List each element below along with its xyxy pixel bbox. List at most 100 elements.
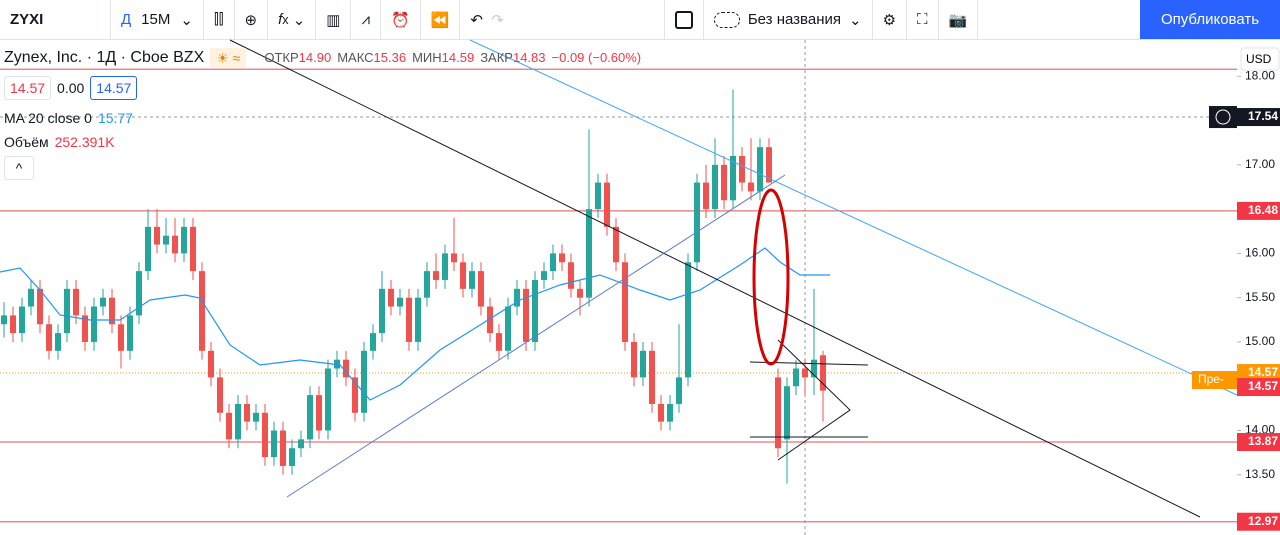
candle-body [523,288,529,342]
candle-body [37,288,43,325]
chart-name[interactable]: Без названия ⌄ [704,0,873,39]
candle-body [766,147,772,183]
candle-body [802,368,808,378]
drawing-triangle[interactable] [777,339,851,461]
price-badge [1237,512,1280,531]
highlight-ellipse[interactable] [752,188,790,366]
currency[interactable]: USD [1246,52,1272,66]
candle-body [91,306,97,342]
candle-body [163,235,169,245]
candle-body [109,297,115,325]
candle-body [55,333,61,351]
candle-body [271,430,277,458]
candle-body [712,164,718,210]
undo[interactable]: ↶ ↷ [470,11,504,29]
candle-body [298,439,304,449]
ma-line [0,247,830,401]
candle-body [379,288,385,334]
alert[interactable]: ⏰ [381,0,421,39]
candle-body [1,315,7,325]
ohlc-high: 15.36 [373,50,407,65]
price-badge-label: 14.57 [1248,379,1278,393]
candle-body [469,271,475,289]
candle-body [424,271,430,298]
replay[interactable]: ⏪ [421,0,461,39]
candle-body [820,355,826,391]
candle-body [658,403,664,422]
candle-body [685,262,691,378]
ma-row: MA 20 close 0 15.77 [4,108,641,128]
candle-body [577,288,583,298]
candle-body [667,403,673,422]
volume-label: Объём [4,134,49,150]
d-button[interactable]: Д [121,11,132,28]
candle-body [28,288,34,307]
trend-line[interactable] [286,174,786,498]
candle-body [289,448,295,466]
collapse-button[interactable]: ^ [4,156,34,180]
add-icon [1215,109,1231,125]
candle-body [127,315,133,351]
candle-body [46,324,52,351]
interval-value[interactable]: 15M [141,11,171,28]
spread: 0.00 [57,80,85,96]
candle-body [451,253,457,263]
candle-body [73,288,79,316]
candle-body [487,306,493,334]
currency-box[interactable] [1240,47,1280,71]
candle-body [433,271,439,280]
ohlc-open-label: ОТКР [264,50,299,65]
price-badge-label: 14.57 [1248,365,1278,379]
symbol[interactable]: ZYXI [0,0,111,39]
bid-box[interactable]: 14.57 [4,76,52,100]
candle-body [721,164,727,201]
templates[interactable]: ⩘ [351,0,381,39]
fullscreen[interactable]: ⛶ [907,0,939,39]
volume-row: Объём 252.391K [4,132,641,152]
ohlc-low: 14.59 [441,50,475,65]
candle-body [343,359,349,378]
candle-body [190,226,196,272]
candle-body [280,430,286,466]
indicator-add[interactable]: ⊕ [235,0,269,39]
ohlc-high-label: МАКС [337,50,374,65]
price-badge [1237,378,1280,397]
candle-body [361,350,367,413]
trend-line[interactable] [469,39,1238,396]
chart-type[interactable]: ⫿⫿ [204,0,235,39]
candle-body [496,333,502,351]
ohlc-open: 14.90 [298,50,332,65]
ma-label: MA 20 close 0 [4,110,92,126]
layout[interactable] [663,0,704,39]
price-boxes: 14.57 0.00 14.57 [4,76,641,100]
publish-button[interactable]: Опубликовать [1140,0,1280,39]
candle-body [64,288,70,334]
settings[interactable]: ⚙ [873,0,908,39]
price-badge [1237,201,1280,220]
ask-box[interactable]: 14.57 [90,76,138,100]
candle-body [217,377,223,413]
snapshot[interactable]: 📷 [939,0,979,39]
price-badge [1237,364,1280,383]
candle-body [505,306,511,351]
candle-body [757,147,763,192]
candle-body [19,306,25,334]
candle-body [532,279,538,342]
candle-body [370,333,376,351]
chart-name-text[interactable]: Без названия [747,11,841,28]
candle-body [208,350,214,378]
candle-body [307,395,313,440]
trend-line[interactable] [229,39,1201,518]
crosshair-badge [1209,106,1237,129]
price-badge-label: 12.97 [1248,514,1278,528]
interval[interactable]: Д 15M ⌄ [111,0,204,39]
candle-body [478,271,484,307]
compare[interactable]: ▥ [316,0,352,39]
ohlc-close-label: ЗАКР [480,50,513,65]
candle-body [82,315,88,342]
candle-body [397,297,403,307]
candle-body [199,271,205,351]
candle-body [172,235,178,254]
